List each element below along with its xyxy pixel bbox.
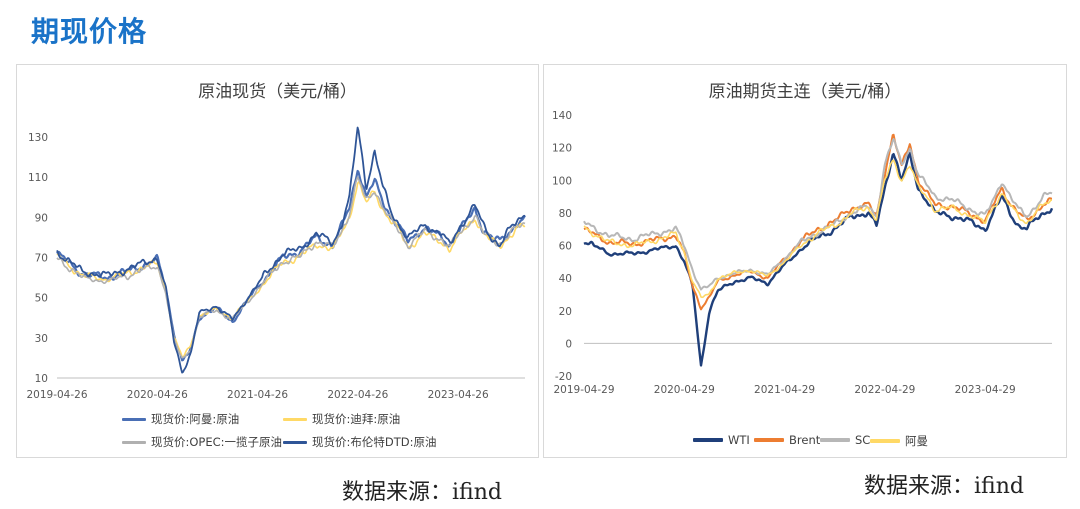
legend-swatch [283, 440, 307, 444]
futures-price-chart-panel: 原油期货主连（美元/桶） -20 0 20 40 60 80 100 120 140 2019-0… [543, 64, 1067, 458]
y-tick-label: 20 [559, 306, 572, 318]
legend-item-brent-dtd: 现货价:布伦特DTD:原油 [283, 434, 436, 450]
legend-swatch [870, 439, 900, 443]
y-tick-label: 30 [35, 333, 48, 345]
y-tick-label: 110 [28, 172, 48, 184]
legend-item-dubai: 现货价:迪拜:原油 [283, 411, 400, 427]
y-tick-label: 80 [559, 208, 572, 220]
x-tick-label: 2020-04-29 [654, 384, 715, 396]
legend-label: 现货价:OPEC:一揽子原油 [151, 435, 283, 449]
data-source-left: 数据来源：ifind [342, 480, 502, 505]
legend-swatch [122, 440, 146, 444]
legend-swatch [820, 438, 850, 442]
y-tick-label: 130 [28, 132, 48, 144]
y-tick-label: 90 [35, 212, 48, 224]
series-line-1 [583, 151, 1054, 367]
y-tick-label: 0 [565, 338, 572, 350]
legend-swatch [122, 417, 146, 421]
y-tick-label: 70 [35, 253, 48, 265]
legend-item-sc: SC [820, 433, 870, 447]
y-tick-label: 60 [559, 241, 572, 253]
x-tick-label: 2022-04-29 [854, 384, 915, 396]
series-line-3 [583, 138, 1053, 291]
series-line-2 [583, 133, 1053, 311]
series-line-3 [56, 176, 526, 359]
x-tick-label: 2022-04-26 [327, 389, 388, 401]
legend-swatch [693, 438, 723, 442]
x-tick-label: 2021-04-29 [754, 384, 815, 396]
series-line-1 [56, 169, 526, 362]
legend-item-opec: 现货价:OPEC:一揽子原油 [122, 434, 282, 450]
x-tick-label: 2023-04-29 [955, 384, 1016, 396]
legend-label: 现货价:迪拜:原油 [312, 412, 401, 426]
legend-label: SC [855, 433, 871, 447]
spot-price-chart-panel: 原油现货（美元/桶） 10 30 50 70 90 110 130 2019-04-26 202… [16, 64, 539, 458]
series-line-4 [56, 126, 526, 374]
data-source-right: 数据来源：ifind [864, 474, 1024, 499]
legend-label: WTI [728, 433, 750, 447]
series-line-4 [583, 159, 1053, 299]
legend-swatch [283, 417, 307, 421]
legend-item-wti: WTI [693, 433, 750, 447]
y-tick-label: 10 [35, 373, 48, 385]
series-line-2 [56, 181, 526, 358]
y-tick-label: 140 [552, 110, 572, 122]
y-tick-label: 40 [559, 273, 572, 285]
spot-price-plot: 10 30 50 70 90 110 130 2019-04-26 2020-04-26 2021… [26, 126, 526, 401]
x-tick-label: 2023-04-26 [428, 389, 489, 401]
futures-price-plot: -20 0 20 40 60 80 100 120 140 2019-04-29 2020-04-2… [552, 110, 1054, 396]
y-tick-label: -20 [555, 371, 572, 383]
page-title: 期现价格 [31, 15, 148, 48]
legend-swatch [754, 438, 784, 442]
legend-label: Brent [789, 433, 821, 447]
legend-item-brent: Brent [754, 433, 820, 447]
y-tick-label: 120 [552, 143, 572, 155]
x-tick-label: 2021-04-26 [227, 389, 288, 401]
legend-item-oman: 阿曼 [870, 433, 928, 449]
chart-title: 原油期货主连（美元/桶） [708, 82, 902, 102]
y-tick-label: 100 [552, 175, 572, 187]
legend-item-oman: 现货价:阿曼:原油 [122, 411, 239, 427]
x-tick-label: 2020-04-26 [127, 389, 188, 401]
chart-title: 原油现货（美元/桶） [198, 82, 357, 102]
legend-label: 现货价:阿曼:原油 [151, 412, 240, 426]
y-tick-label: 50 [35, 293, 48, 305]
legend-label: 现货价:布伦特DTD:原油 [312, 435, 437, 449]
x-tick-label: 2019-04-29 [553, 384, 614, 396]
legend-label: 阿曼 [905, 434, 928, 448]
x-tick-label: 2019-04-26 [26, 389, 87, 401]
